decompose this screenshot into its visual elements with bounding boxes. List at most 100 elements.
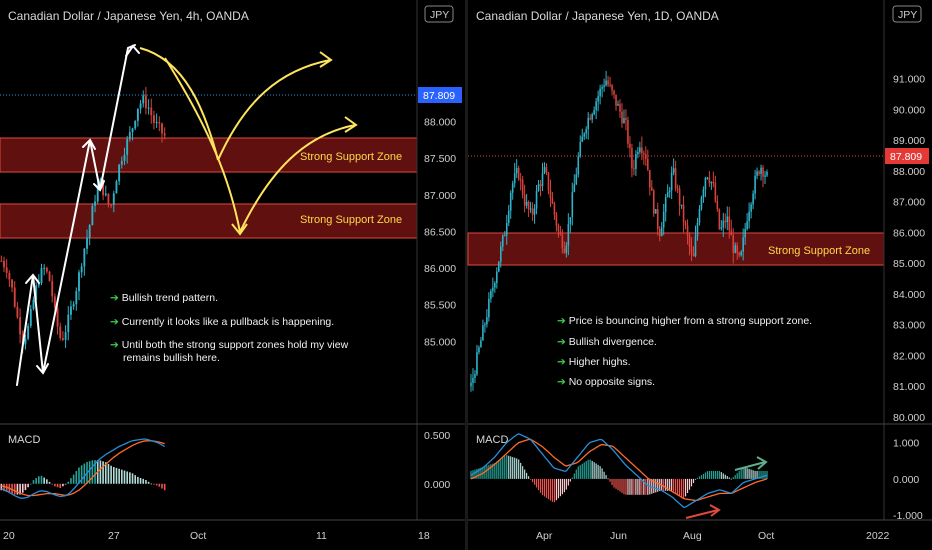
time-tick-label: 2022 [866,530,890,542]
macd-histogram-bar [706,471,709,479]
candle-body [577,156,580,175]
candle-body [492,287,494,291]
candle-body [650,187,653,191]
left-chart-panel: Strong Support Zone Strong Support Zone … [0,0,465,542]
macd-histogram-bar [533,478,536,485]
candle-body [758,171,760,174]
candle-body [61,337,64,340]
macd-histogram-bar [502,457,504,479]
macd-histogram-bar [531,478,534,483]
candle-body [587,117,590,130]
macd-histogram-bar [163,483,166,491]
macd-histogram-bar [657,478,659,492]
macd-histogram-bar [59,483,62,489]
macd-histogram-bar [732,477,734,479]
candle-body [147,107,150,109]
macd-tick-label: 0.500 [424,430,450,442]
macd-histogram-bar [718,470,720,479]
macd-histogram-bar [516,458,518,479]
macd-histogram-bar [682,478,685,499]
candle-body [470,382,472,387]
candle-body [754,175,756,194]
price-tick-label: 89.000 [893,135,925,147]
macd-histogram-bar [730,478,732,480]
candle-body [593,110,595,115]
candle-series-1d [470,70,768,392]
candle-body [698,209,701,223]
candle-body [161,123,163,134]
macd-histogram-bar [486,465,488,479]
candle-body [652,190,655,214]
candle-body [597,96,599,102]
macd-histogram-bar [16,483,19,495]
macd-histogram-bar [581,463,583,479]
left-currency-badge-label: JPY [430,9,449,21]
right-currency-badge[interactable] [892,5,922,23]
macd-histogram-bar [688,478,691,490]
candle-body [656,209,659,229]
macd-histogram-bar [496,461,498,479]
macd-histogram-bar [32,480,35,484]
candle-body [511,183,514,193]
macd-histogram-bar [599,466,601,479]
macd-histogram-bar [748,468,750,479]
macd-histogram-bar [702,473,705,479]
macd-histogram-bar [492,463,494,479]
zone-label-lower: Strong Support Zone [300,214,402,226]
candle-body [742,237,744,252]
candle-body [635,154,637,169]
macd-histogram-bar [520,462,522,479]
candle-body [519,179,522,181]
candle-body [107,193,110,205]
macd-tick-label: -1.000 [893,510,923,522]
macd-line [1,438,166,499]
candle-body [547,172,550,191]
candle-body [762,167,764,177]
candle-body [682,204,685,223]
price-tick-label: 81.000 [893,381,925,393]
left-currency-badge[interactable] [424,5,454,23]
candle-body [142,95,145,104]
macd-histogram-bar [537,478,540,491]
macd-histogram-bar [573,473,575,479]
candle-body [724,220,727,223]
macd-histogram-bar [760,470,762,479]
candle-body [513,173,516,184]
macd-histogram-bar [40,475,43,484]
candle-body [595,101,597,111]
candle-body [131,128,134,133]
right-currency-badge-label: JPY [898,9,917,21]
candle-body [694,236,697,257]
candle-body [728,216,731,231]
macd-histogram-bar [72,474,75,484]
macd-histogram-bar [78,467,80,484]
macd-histogram-bar [504,456,506,479]
price-tick-label: 85.000 [893,258,925,270]
time-tick-label: Aug [683,530,702,542]
macd-histogram-bar [694,478,697,480]
macd-histogram-bar [112,467,115,484]
macd-histogram-bar [724,474,726,479]
macd-histogram-bar [104,462,107,484]
macd-histogram-bar [575,469,577,479]
candle-body [674,168,677,189]
candle-body [75,291,78,305]
macd-histogram-bar [153,483,155,485]
macd-histogram-bar [54,483,56,487]
candle-body [561,234,564,249]
macd-histogram-bar [647,478,649,495]
candle-body [99,179,102,185]
candle-body [565,245,568,253]
macd-histogram-bar [506,455,508,479]
macd-histogram-bar [498,460,500,479]
candle-body [722,220,725,228]
macd-histogram-bar [524,469,526,479]
candle-body [43,267,46,269]
macd-histogram-bar [728,477,730,479]
macd-histogram-bar [35,478,37,484]
macd-histogram-bar [764,470,766,479]
macd-histogram-bar [615,478,617,489]
macd-histogram-bar [762,470,764,479]
candle-body [623,118,625,123]
candle-body [732,235,735,253]
